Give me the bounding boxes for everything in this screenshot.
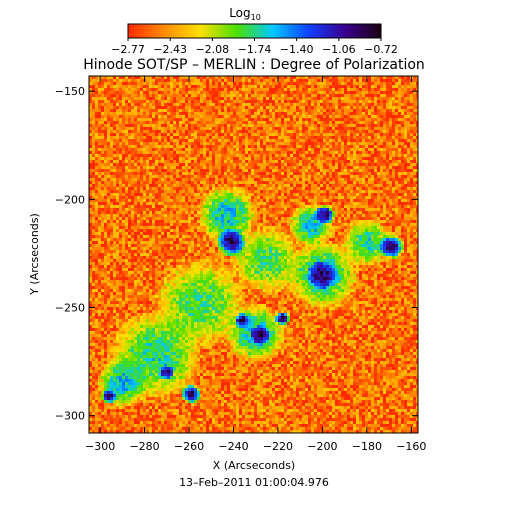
heatmap <box>89 76 418 433</box>
x-tick-label: −260 <box>174 440 204 453</box>
y-tick-label: −250 <box>55 302 85 315</box>
colorbar-tick-label: −0.72 <box>364 43 398 56</box>
colorbar-tick-label: −1.74 <box>238 43 272 56</box>
colorbar-ticks: −2.77 −2.43 −2.08 −1.74 −1.40 −1.06 −0.72 <box>111 38 398 56</box>
plot-frame <box>88 75 419 434</box>
y-axis-label: Y (Arcseconds) <box>28 213 41 296</box>
x-tick-label: −180 <box>352 440 382 453</box>
colorbar-tick-label: −1.40 <box>280 43 314 56</box>
y-tick-label: −200 <box>55 193 85 206</box>
x-axis-label: X (Arcseconds) <box>213 459 295 472</box>
x-tick-label: −200 <box>307 440 337 453</box>
x-tick-label: −280 <box>129 440 159 453</box>
y-tick-label: −150 <box>55 85 85 98</box>
y-axis: −150 −200 −250 −300 <box>55 85 418 423</box>
x-tick-label: −240 <box>218 440 248 453</box>
y-tick-label: −300 <box>55 410 85 423</box>
colorbar-tick-label: −2.43 <box>153 43 187 56</box>
colorbar-tick-label: −2.77 <box>111 43 145 56</box>
colorbar-tick-label: −1.06 <box>322 43 356 56</box>
colorbar-tick-label: −2.08 <box>195 43 229 56</box>
x-axis: −300 −280 −260 −240 −220 −200 −180 −160 <box>85 76 426 453</box>
colorbar-label: Log10 <box>229 6 261 22</box>
colorbar <box>127 23 382 39</box>
chart-title: Hinode SOT/SP – MERLIN : Degree of Polar… <box>83 57 425 73</box>
x-tick-label: −160 <box>396 440 426 453</box>
timestamp: 13–Feb–2011 01:00:04.976 <box>179 476 329 489</box>
x-tick-label: −300 <box>85 440 115 453</box>
x-tick-label: −220 <box>263 440 293 453</box>
